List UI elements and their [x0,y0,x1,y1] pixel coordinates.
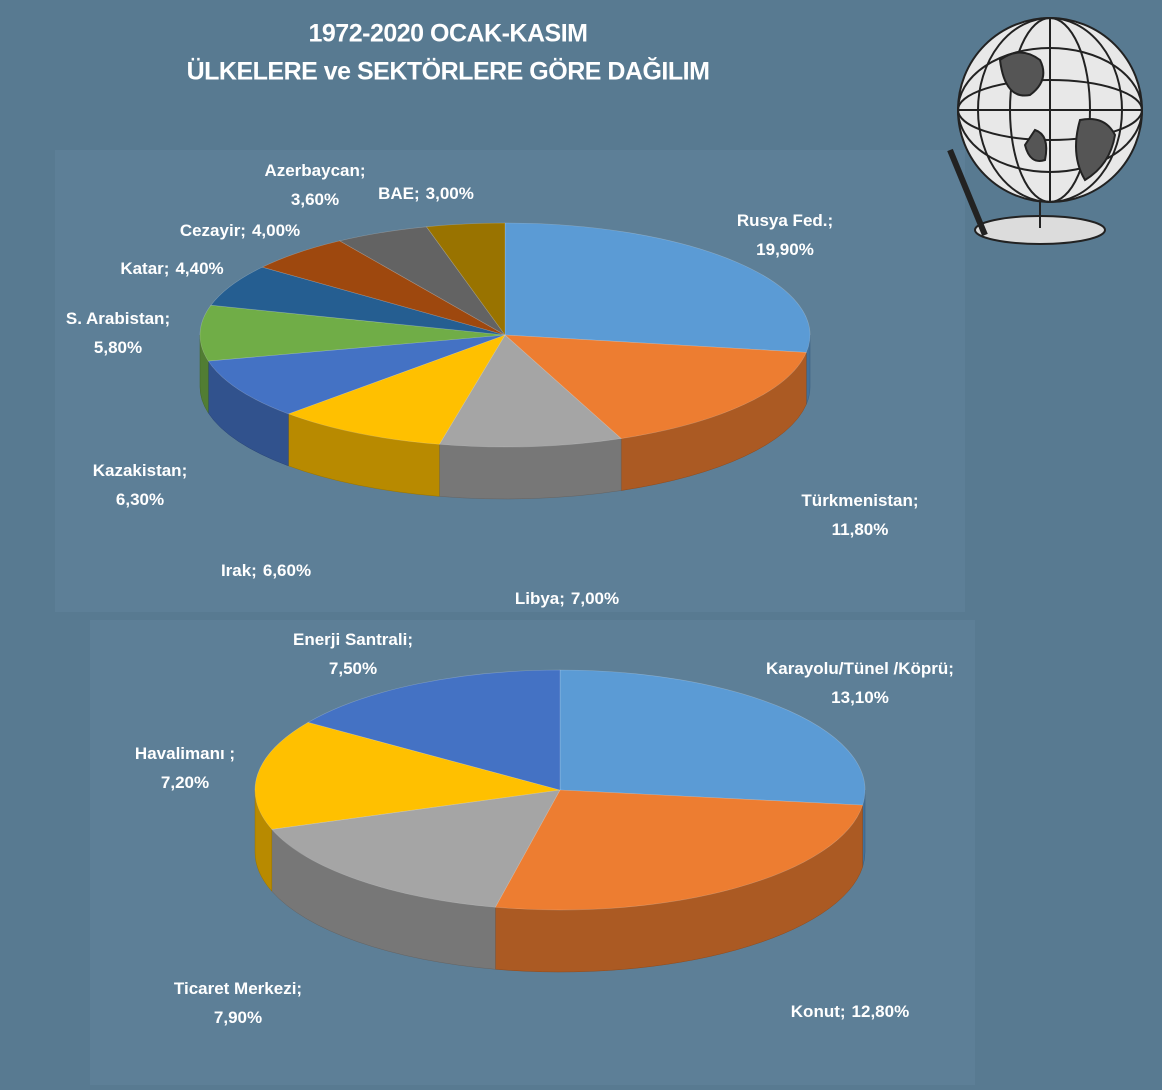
label-category: Havalimanı ; [135,744,235,763]
slice [438,334,622,448]
slice [494,789,863,911]
data-label: Havalimanı ; 7,20% [135,744,235,792]
label-category: Enerji Santrali; [293,630,413,649]
data-label: Karayolu/Tünel /Köprü; 13,10% [766,659,954,707]
label-category: Cezayir; [180,221,246,240]
pie-tops [199,222,811,448]
slice [504,222,811,353]
data-label: Azerbaycan; 3,60% [264,161,365,209]
slice [504,334,807,439]
pie-tops [254,669,866,911]
label-category: Konut; [791,1002,846,1021]
data-label: Enerji Santrali; 7,50% [293,630,413,678]
data-label: Türkmenistan; 11,80% [801,491,918,539]
title-line: ÜLKELERE ve SEKTÖRLERE GÖRE DAĞILIM [187,57,710,86]
label-category: Rusya Fed.; [737,211,833,230]
label-value: 4,40% [175,259,223,278]
label-value: 19,90% [756,240,814,259]
label-category: Kazakistan; [93,461,187,480]
data-label: Cezayir; 4,00% [180,221,300,240]
label-value: 11,80% [832,520,889,539]
title-line: 1972-2020 OCAK-KASIM [309,20,588,48]
slice [261,240,506,336]
data-label: Rusya Fed.; 19,90% [737,211,833,259]
label-value: 12,80% [852,1002,910,1021]
label-value: 13,10% [831,688,889,707]
data-label: Kazakistan; 6,30% [93,461,187,509]
slice [271,789,561,908]
label-value: 7,50% [329,659,377,678]
data-label: Konut; 12,80% [791,1002,909,1021]
label-value: 6,60% [263,561,311,580]
label-value: 7,90% [214,1008,262,1027]
label-value: 6,30% [116,490,164,509]
label-value: 7,00% [571,589,619,608]
pie-sides [199,334,811,500]
data-label: Ticaret Merkezi; 7,90% [174,979,302,1027]
data-label: Katar; 4,40% [120,259,223,278]
slice [254,722,561,830]
data-label: S. Arabistan; 5,80% [66,309,170,357]
data-label: Irak; 6,60% [221,561,311,580]
slice [210,266,506,336]
label-value: 4,00% [252,221,300,240]
label-category: Azerbaycan; [264,161,365,180]
data-label: Libya; 7,00% [515,589,619,608]
label-value: 3,00% [426,184,474,203]
label-category: BAE; [378,184,420,203]
label-value: 3,60% [291,190,339,209]
label-category: Türkmenistan; [801,491,918,510]
label-value: 7,20% [161,773,209,792]
label-category: Ticaret Merkezi; [174,979,302,998]
slice [425,222,506,336]
slice [559,669,866,806]
slice [338,226,506,336]
slice [207,334,506,415]
label-value: 5,80% [94,338,142,357]
data-label: BAE; 3,00% [378,184,474,203]
label-category: Irak; [221,561,257,580]
slice [307,669,561,791]
label-category: Libya; [515,589,565,608]
label-category: Katar; [120,259,169,278]
slice [287,334,506,445]
label-category: Karayolu/Tünel /Köprü; [766,659,954,678]
slice [199,304,506,362]
label-category: S. Arabistan; [66,309,170,328]
globe-icon [947,17,1143,245]
slice-side [439,438,622,500]
